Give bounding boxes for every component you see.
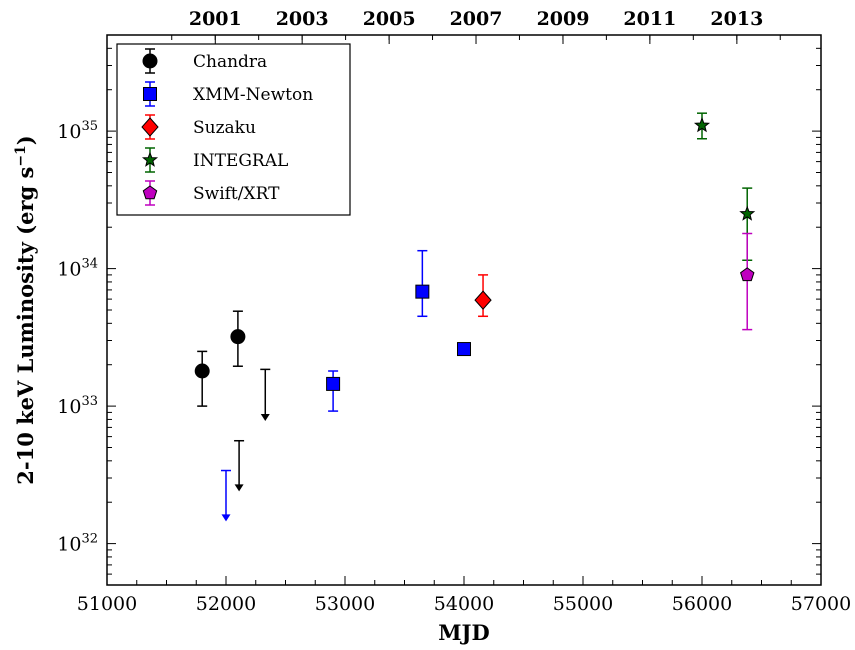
legend-marker-xmm-newton: [143, 87, 157, 101]
swift-xrt-data-point: [740, 267, 755, 282]
x-tick-label: 51000: [77, 593, 137, 615]
x-tick-label: 57000: [791, 593, 851, 615]
chandra-upper-limit-arrow: [234, 484, 244, 492]
y-axis-title-main: 2-10 keV Luminosity (erg s: [13, 167, 38, 485]
suzaku-data-point: [474, 290, 492, 310]
chandra-upper-limit-arrow: [260, 413, 270, 421]
y-tick-exponent: 35: [81, 119, 98, 134]
xmm-newton-data-point: [457, 342, 471, 357]
legend-label-swift-xrt: Swift/XRT: [193, 184, 280, 204]
y-tick-label: 1033: [57, 394, 98, 418]
y-tick-exponent: 33: [81, 394, 98, 409]
y-tick-base: 10: [57, 534, 81, 556]
xmm-newton-data-point: [326, 376, 341, 391]
legend-label-xmm-newton: XMM-Newton: [193, 85, 313, 105]
y-tick-exponent: 34: [81, 257, 98, 272]
y-axis-title-close: ): [13, 135, 38, 145]
legend-marker-chandra: [142, 53, 158, 69]
x-tick-label: 55000: [553, 593, 613, 615]
legend-marker-suzaku: [141, 117, 159, 137]
top-year-label: 2011: [623, 8, 676, 30]
top-year-label: 2009: [537, 8, 590, 30]
y-tick-base: 10: [57, 396, 81, 418]
legend-marker-integral: [141, 151, 159, 167]
integral-data-point: [739, 205, 756, 221]
ticks-layer: 51000 52000 53000 54000 55000 56000 57000 2001 2…: [57, 8, 851, 615]
top-year-label: 2007: [450, 8, 503, 30]
x-axis-title: MJD: [438, 620, 489, 645]
legend-marker-swift-xrt: [142, 185, 158, 200]
legend-label-suzaku: Suzaku: [193, 118, 256, 138]
x-tick-label: 52000: [196, 593, 256, 615]
xmm-newton-data-point: [415, 284, 430, 299]
y-axis-title-exp: −1: [13, 145, 29, 166]
xmm-newton-upper-limit-arrow: [221, 514, 231, 522]
y-tick-label: 1032: [57, 532, 98, 556]
top-year-label: 2003: [276, 8, 329, 30]
chandra-data-point: [230, 329, 246, 345]
y-tick-label: 1034: [57, 257, 98, 281]
top-year-label: 2001: [189, 8, 242, 30]
y-axis-title: 2-10 keV Luminosity (erg s−1): [13, 135, 38, 485]
legend-label-integral: INTEGRAL: [193, 151, 288, 171]
x-tick-label: 53000: [315, 593, 375, 615]
y-tick-label: 1035: [57, 119, 98, 143]
top-year-label: 2013: [710, 8, 763, 30]
x-tick-label: 54000: [434, 593, 494, 615]
legend-label-chandra: Chandra: [193, 52, 267, 72]
top-year-label: 2005: [363, 8, 416, 30]
y-tick-base: 10: [57, 259, 81, 281]
legend: Chandra XMM-Newton Suzaku INTEGRAL Swift/XRT: [116, 43, 351, 216]
y-tick-exponent: 32: [81, 532, 98, 547]
integral-data-point: [693, 117, 711, 133]
x-tick-label: 56000: [672, 593, 732, 615]
data-layer: [194, 112, 756, 522]
y-tick-base: 10: [57, 121, 81, 143]
chandra-data-point: [194, 363, 210, 379]
